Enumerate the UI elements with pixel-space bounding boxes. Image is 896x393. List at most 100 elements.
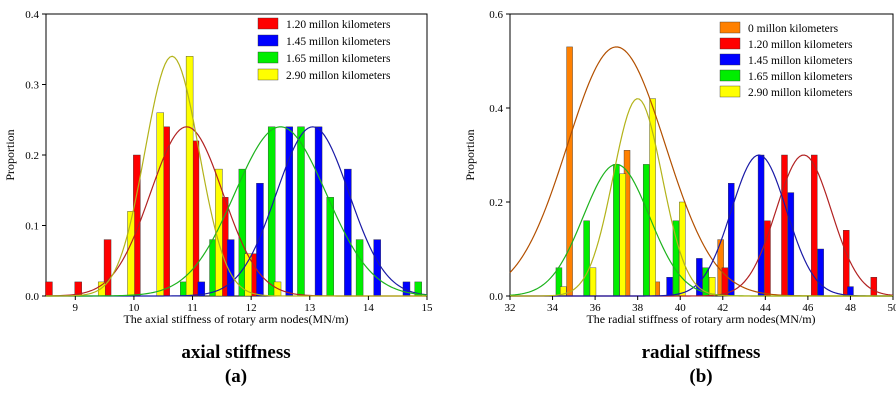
y-tick-label-b-2: 0.4 [489,103,503,115]
y-tick-label-b-3: 0.6 [489,9,503,21]
bar-a-s3-5 [244,253,252,297]
y-axis-label-a: Proportion [3,129,17,180]
bar-a-s3-2 [156,112,165,297]
x-ticks-a: 9 10 11 12 13 14 15 [73,296,433,314]
legend-label-a-s3: 2.90 millon kilometers [286,70,391,82]
fit-curve-a-s2 [46,126,428,297]
bar-b-s2-3 [757,154,765,297]
bar-b-s1-1 [764,220,771,297]
legend-label-a-s0: 1.20 millon kilometers [286,19,391,31]
bar-b-s2-6 [847,286,854,297]
legend-swatch-b-s0 [719,21,741,34]
caption-a: axial stiffness [181,342,290,363]
x-tick-label-a-0: 9 [73,302,79,314]
legend-swatch-a-s3 [257,68,279,81]
bar-b-s3-1 [583,220,590,297]
x-tick-label-a-6: 15 [422,302,434,314]
bar-a-s3-1 [127,211,135,297]
caption-b: radial stiffness [642,342,761,363]
bar-a-s2-3 [267,126,276,297]
x-tick-label-b-3: 38 [632,302,644,314]
legend-swatch-a-s2 [257,51,279,64]
x-tick-label-b-6: 44 [760,302,772,314]
panel-radial-stiffness: 32 34 36 38 40 42 44 46 48 50 0.0 0.2 0.4 0.6 0 mill… [463,9,896,387]
y-tick-label-a-3: 0.3 [25,80,39,92]
x-tick-label-b-7: 46 [802,302,814,314]
bar-b-s0-0 [566,46,573,297]
bar-a-s1-0 [197,281,206,297]
panel-label-a: (a) [225,366,247,387]
bar-a-s2-5 [326,197,334,297]
bar-b-s2-4 [787,192,795,297]
y-tick-label-b-1: 0.2 [489,197,503,209]
legend-label-a-s2: 1.65 millon kilometers [286,53,391,65]
bar-b-s1-2 [781,154,788,297]
bar-a-s2-4 [297,126,305,297]
bar-b-s2-0 [666,277,673,297]
bar-b-s4-2 [619,173,626,297]
y-ticks-a: 0.0 0.1 0.2 0.3 0.4 [25,9,46,303]
x-tick-label-a-2: 11 [187,302,198,314]
legend-label-a-s1: 1.45 millon kilometers [286,36,391,48]
bar-a-s2-6 [355,239,364,297]
legend-label-b-s3: 1.65 millon kilometers [748,71,853,83]
bar-b-s1-5 [870,277,878,297]
x-tick-label-a-5: 14 [363,302,375,314]
plot-area-a: 9 10 11 12 13 14 15 0.0 0.1 0.2 0.3 0.4 1.20 millo… [25,9,433,314]
legend-a: 1.20 millon kilometers 1.45 millon kilome… [257,17,391,82]
bar-b-s2-5 [817,248,824,297]
bar-a-s1-2 [256,182,264,297]
x-tick-label-b-9: 50 [888,302,896,314]
y-tick-label-a-0: 0.0 [25,291,39,303]
y-tick-label-a-1: 0.1 [25,221,39,233]
x-tick-label-a-1: 10 [128,302,140,314]
bar-a-s0-0 [45,281,53,297]
x-tick-label-b-1: 34 [547,302,559,314]
x-tick-label-a-3: 12 [246,302,257,314]
y-ticks-b: 0.0 0.2 0.4 0.6 [489,9,510,303]
y-axis-label-b: Proportion [463,129,477,180]
x-tick-label-b-0: 32 [505,302,516,314]
panel-label-b: (b) [689,366,712,387]
legend-swatch-b-s2 [719,53,741,66]
bar-b-s4-3 [649,98,656,297]
x-tick-label-b-5: 42 [717,302,728,314]
bar-b-s3-3 [642,164,650,297]
y-tick-label-b-0: 0.0 [489,291,503,303]
fit-curve-b-s4 [510,98,893,297]
bar-b-s4-4 [679,201,686,297]
x-tick-label-a-4: 13 [304,302,316,314]
fit-curve-a-s3 [45,55,427,297]
x-ticks-b: 32 34 36 38 40 42 44 46 48 50 [505,296,896,314]
legend-label-b-s2: 1.45 millon kilometers [748,55,853,67]
bar-a-s1-1 [226,239,235,297]
plot-area-b: 32 34 36 38 40 42 44 46 48 50 0.0 0.2 0.4 0.6 0 mill… [489,9,896,314]
bar-a-s2-2 [238,168,247,297]
legend-swatch-a-s1 [257,34,279,47]
y-tick-label-a-4: 0.4 [25,9,39,21]
bars-group-b [555,46,878,297]
legend-label-b-s0: 0 millon kilometers [748,23,839,35]
fit-curves-group-a [45,55,428,297]
bar-b-s4-1 [589,267,597,297]
x-tick-label-b-4: 40 [675,302,687,314]
legend-swatch-b-s4 [719,85,741,98]
bars-group-a [45,56,422,297]
y-tick-label-a-2: 0.2 [25,150,39,162]
legend-swatch-a-s0 [257,17,279,30]
legend-swatch-b-s1 [719,37,741,50]
bar-b-s1-4 [842,229,850,297]
legend-swatch-b-s3 [719,69,741,82]
x-tick-label-b-8: 48 [845,302,857,314]
bar-a-s1-5 [344,168,352,297]
bar-b-s3-2 [613,164,620,297]
x-tick-label-b-2: 36 [590,302,602,314]
legend-label-b-s1: 1.20 millon kilometers [748,39,853,51]
legend-b: 0 millon kilometers 1.20 millon kilometer… [719,21,853,99]
x-axis-label-a: The axial stiffness of rotary arm nodes(… [123,312,348,326]
panel-axial-stiffness: 9 10 11 12 13 14 15 0.0 0.1 0.2 0.3 0.4 1.20 millo… [3,9,433,387]
fit-curves-group-b [509,46,894,297]
bar-a-s3-0 [97,281,106,297]
fit-curve-b-s2 [510,154,893,297]
